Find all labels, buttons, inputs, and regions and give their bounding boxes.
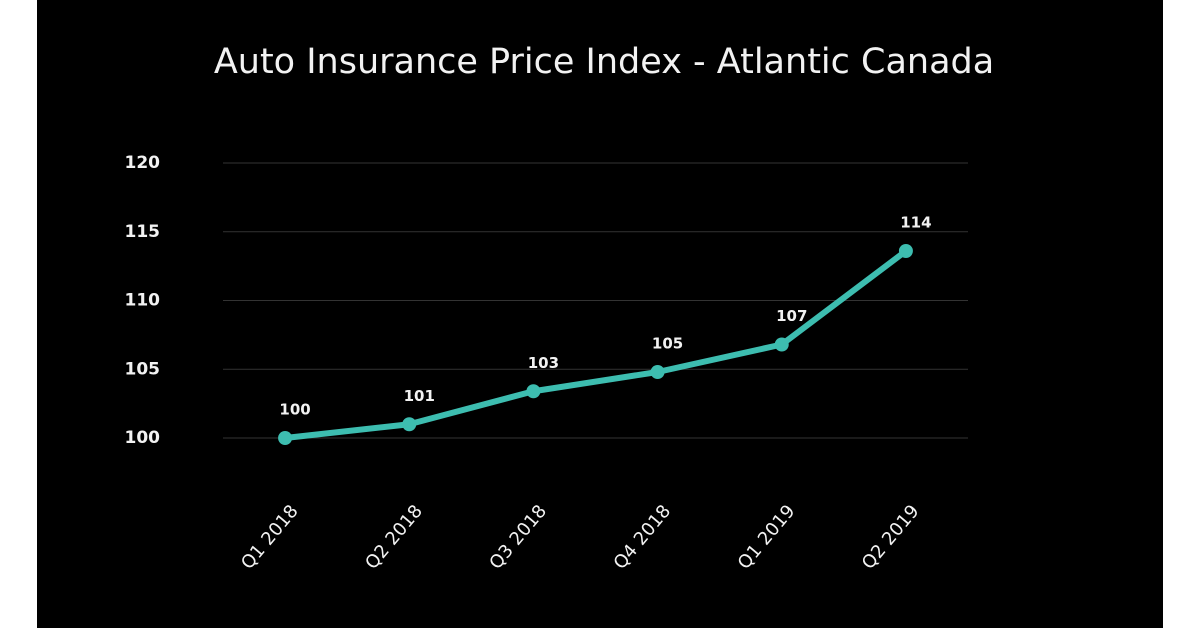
y-tick-label: 105 bbox=[125, 359, 161, 379]
y-tick-label: 110 bbox=[125, 291, 161, 311]
point bbox=[774, 337, 789, 352]
data-label: 100 bbox=[279, 401, 310, 419]
y-tick-label: 120 bbox=[125, 153, 161, 173]
y-tick-label: 100 bbox=[125, 428, 161, 448]
point bbox=[898, 244, 913, 258]
data-label: 101 bbox=[404, 387, 435, 405]
line bbox=[284, 248, 908, 441]
point bbox=[526, 384, 541, 399]
point bbox=[650, 365, 665, 379]
data-label: 107 bbox=[776, 307, 807, 325]
data-label: 103 bbox=[528, 354, 559, 372]
y-tick-label: 115 bbox=[125, 222, 161, 242]
data-label: 105 bbox=[652, 335, 683, 353]
chart-background bbox=[37, 0, 1163, 628]
point bbox=[278, 431, 293, 445]
data-label: 114 bbox=[900, 214, 931, 232]
point bbox=[402, 417, 417, 432]
chart-title: Auto Insurance Price Index - Atlantic Ca… bbox=[214, 42, 994, 82]
